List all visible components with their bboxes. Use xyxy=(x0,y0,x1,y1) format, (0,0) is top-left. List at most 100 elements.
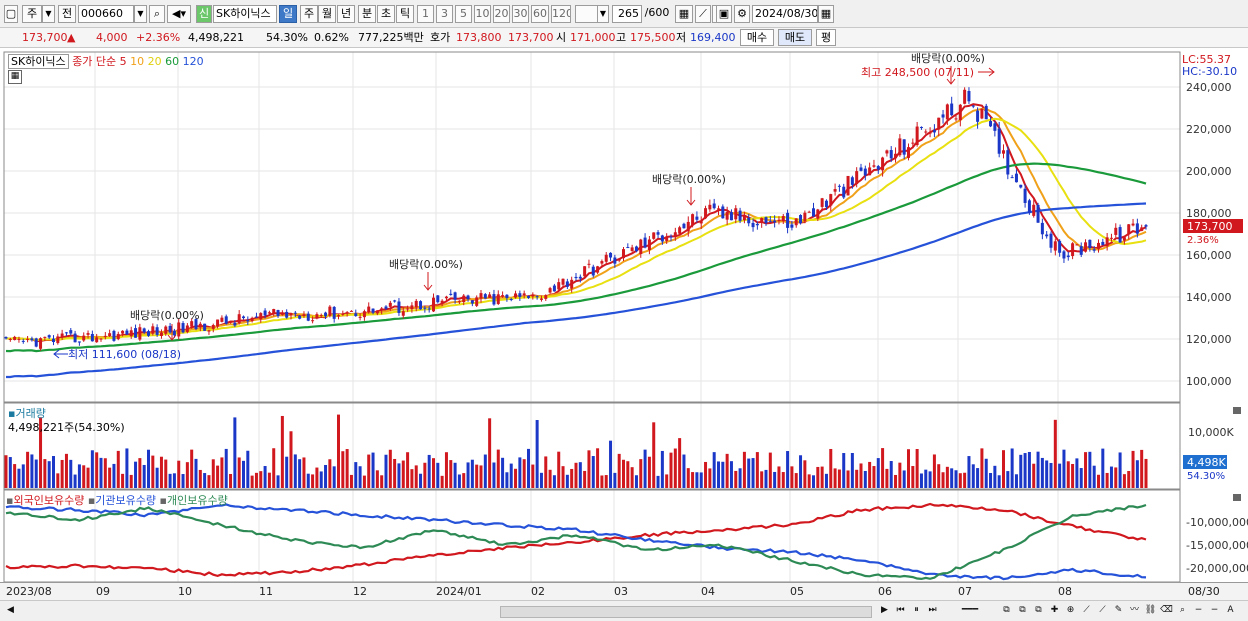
volume-bar xyxy=(786,451,790,488)
candle-body xyxy=(86,333,90,335)
minute-button-6[interactable]: 60 xyxy=(531,5,549,23)
candle-body xyxy=(850,177,854,185)
candle-body xyxy=(419,301,423,310)
save-icon[interactable]: ▣ xyxy=(716,5,732,23)
candle-body xyxy=(52,338,55,343)
grid-icon[interactable]: ▦ xyxy=(675,5,693,23)
candle-body xyxy=(786,212,790,228)
sell-button[interactable]: 매도 xyxy=(778,29,812,46)
volume-bar xyxy=(639,459,643,488)
volume-bar xyxy=(388,449,392,488)
copy2-icon[interactable]: ⧉ xyxy=(1019,605,1026,615)
volume-ratio: 54.30% xyxy=(266,31,308,44)
volume-bar xyxy=(108,467,112,488)
stock-name-field[interactable]: SK하이닉스 xyxy=(213,5,277,23)
minute-dropdown-icon[interactable]: ▼ xyxy=(597,5,609,23)
stock-chart[interactable]: 배당락(0.00%) 배당락(0.00%) 배당락(0.00%) 배당락(0.0… xyxy=(0,48,1248,621)
candle-body xyxy=(410,305,414,310)
table-icon[interactable]: ▦ xyxy=(8,70,22,84)
minute-button-1[interactable]: 3 xyxy=(436,5,453,23)
gear-icon[interactable]: ⚙ xyxy=(734,5,750,23)
period-tab-1[interactable]: 주 xyxy=(300,5,318,23)
eraser-icon[interactable]: ⌫ xyxy=(1160,605,1173,615)
minute-button-4[interactable]: 20 xyxy=(493,5,510,23)
plus-icon[interactable]: ✚ xyxy=(1050,605,1059,615)
link-icon[interactable]: ⛓ xyxy=(1144,605,1157,615)
scroll-thumb[interactable] xyxy=(500,606,872,618)
count-input[interactable]: 265 xyxy=(612,5,642,23)
minute-button-5[interactable]: 30 xyxy=(512,5,529,23)
period-tab-0[interactable]: 일 xyxy=(279,5,297,23)
panel-icon[interactable]: ▢ xyxy=(4,5,18,23)
volume-bar xyxy=(950,468,954,488)
minute-button-7[interactable]: 120 xyxy=(551,5,571,23)
period-tab-2[interactable]: 월 xyxy=(318,5,336,23)
code-dropdown-icon[interactable]: ▼ xyxy=(134,5,147,23)
speaker-icon[interactable]: ◀▾ xyxy=(167,5,191,23)
candle-body xyxy=(505,294,509,299)
minute-button-0[interactable]: 1 xyxy=(417,5,434,23)
volume-value: 4,498,221 xyxy=(188,31,244,44)
volume-bar xyxy=(198,469,202,488)
copy3-icon[interactable]: ⧉ xyxy=(1035,605,1042,615)
stock-code-input[interactable]: 000660 xyxy=(78,5,134,23)
candle-body xyxy=(527,295,530,298)
zoom-slider[interactable]: ━━━ xyxy=(961,605,979,615)
rewind-icon[interactable]: ⏮ xyxy=(896,605,905,615)
volume-bar xyxy=(971,464,975,488)
volume-bar xyxy=(203,473,207,488)
candle-body xyxy=(198,323,202,328)
period-tab-5[interactable]: 초 xyxy=(377,5,395,23)
minute-button-3[interactable]: 10 xyxy=(474,5,491,23)
candle-body xyxy=(440,300,444,303)
candle-body xyxy=(863,168,867,176)
left-arrow-icon xyxy=(53,349,68,359)
minus-icon[interactable]: − xyxy=(1194,605,1203,615)
candle-body xyxy=(760,218,764,223)
dash-icon[interactable]: − xyxy=(1210,605,1219,615)
stock-tag[interactable]: SK하이닉스 xyxy=(8,54,69,69)
volume-bar xyxy=(306,473,310,488)
search-icon[interactable]: ⌕ xyxy=(149,5,165,23)
period-tab-3[interactable]: 년 xyxy=(337,5,355,23)
font-icon[interactable]: A xyxy=(1227,605,1234,615)
search-icon[interactable]: ⌕ xyxy=(1179,605,1186,615)
scroll-right-icon[interactable]: ▶ xyxy=(881,605,888,615)
line-tool-icon[interactable]: ⟋ xyxy=(1083,605,1090,615)
copy-icon[interactable]: ⧉ xyxy=(1003,605,1010,615)
period-tab-4[interactable]: 분 xyxy=(358,5,376,23)
candle-body xyxy=(375,310,379,314)
candle-body xyxy=(747,217,751,224)
wave-icon[interactable]: 〰 xyxy=(1129,605,1139,615)
forward-icon[interactable]: ⏭ xyxy=(928,605,937,615)
volume-bar xyxy=(276,475,280,488)
pause-icon[interactable]: ⏸ xyxy=(914,605,919,615)
pen-icon[interactable]: ✎ xyxy=(1114,605,1123,615)
line-tool2-icon[interactable]: ⟋ xyxy=(1099,605,1106,615)
candle-body xyxy=(583,266,587,277)
period-toggle[interactable]: 주 xyxy=(22,5,42,23)
candle-body xyxy=(548,288,552,293)
close-icon xyxy=(1233,407,1241,414)
volume-bar xyxy=(358,466,362,488)
volume-bar xyxy=(781,472,785,488)
cross-icon[interactable]: ⊕ xyxy=(1066,605,1075,615)
candle-body xyxy=(768,221,772,223)
chevron-down-icon[interactable]: ▼ xyxy=(42,5,55,23)
close-icon xyxy=(1233,494,1241,501)
volume-bar xyxy=(1092,465,1096,488)
chart-scrollbar[interactable]: ◀ ▶ ⏮ ⏸ ⏭ ━━━ ⧉ ⧉ ⧉ ✚ ⊕ ⟋ ⟋ ✎ 〰 ⛓ ⌫ ⌕ − … xyxy=(0,600,1248,621)
date-input[interactable]: 2024/08/30 xyxy=(752,5,818,23)
period-tab-6[interactable]: 틱 xyxy=(396,5,414,23)
average-button[interactable]: 평 xyxy=(816,29,836,46)
down-arrow-icon xyxy=(423,272,433,291)
scroll-left-icon[interactable]: ◀ xyxy=(7,605,14,615)
candle-body xyxy=(734,208,738,220)
prefix-button[interactable]: 전 xyxy=(58,5,76,23)
candle-body xyxy=(954,118,958,120)
calendar-icon[interactable]: ▦ xyxy=(818,5,834,23)
draw-icon[interactable]: ⟋ xyxy=(695,5,711,23)
minute-button-2[interactable]: 5 xyxy=(455,5,472,23)
volume-bar xyxy=(617,453,621,488)
buy-button[interactable]: 매수 xyxy=(740,29,774,46)
